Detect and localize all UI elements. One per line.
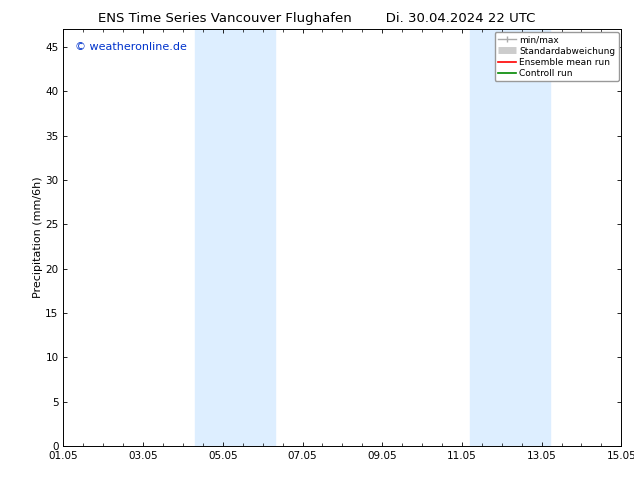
Bar bbox=[195, 29, 275, 446]
Y-axis label: Precipitation (mm/6h): Precipitation (mm/6h) bbox=[32, 177, 42, 298]
Text: ENS Time Series Vancouver Flughafen        Di. 30.04.2024 22 UTC: ENS Time Series Vancouver Flughafen Di. … bbox=[98, 12, 536, 25]
Bar bbox=[470, 29, 550, 446]
Legend: min/max, Standardabweichung, Ensemble mean run, Controll run: min/max, Standardabweichung, Ensemble me… bbox=[495, 32, 619, 81]
Text: © weatheronline.de: © weatheronline.de bbox=[75, 42, 186, 52]
